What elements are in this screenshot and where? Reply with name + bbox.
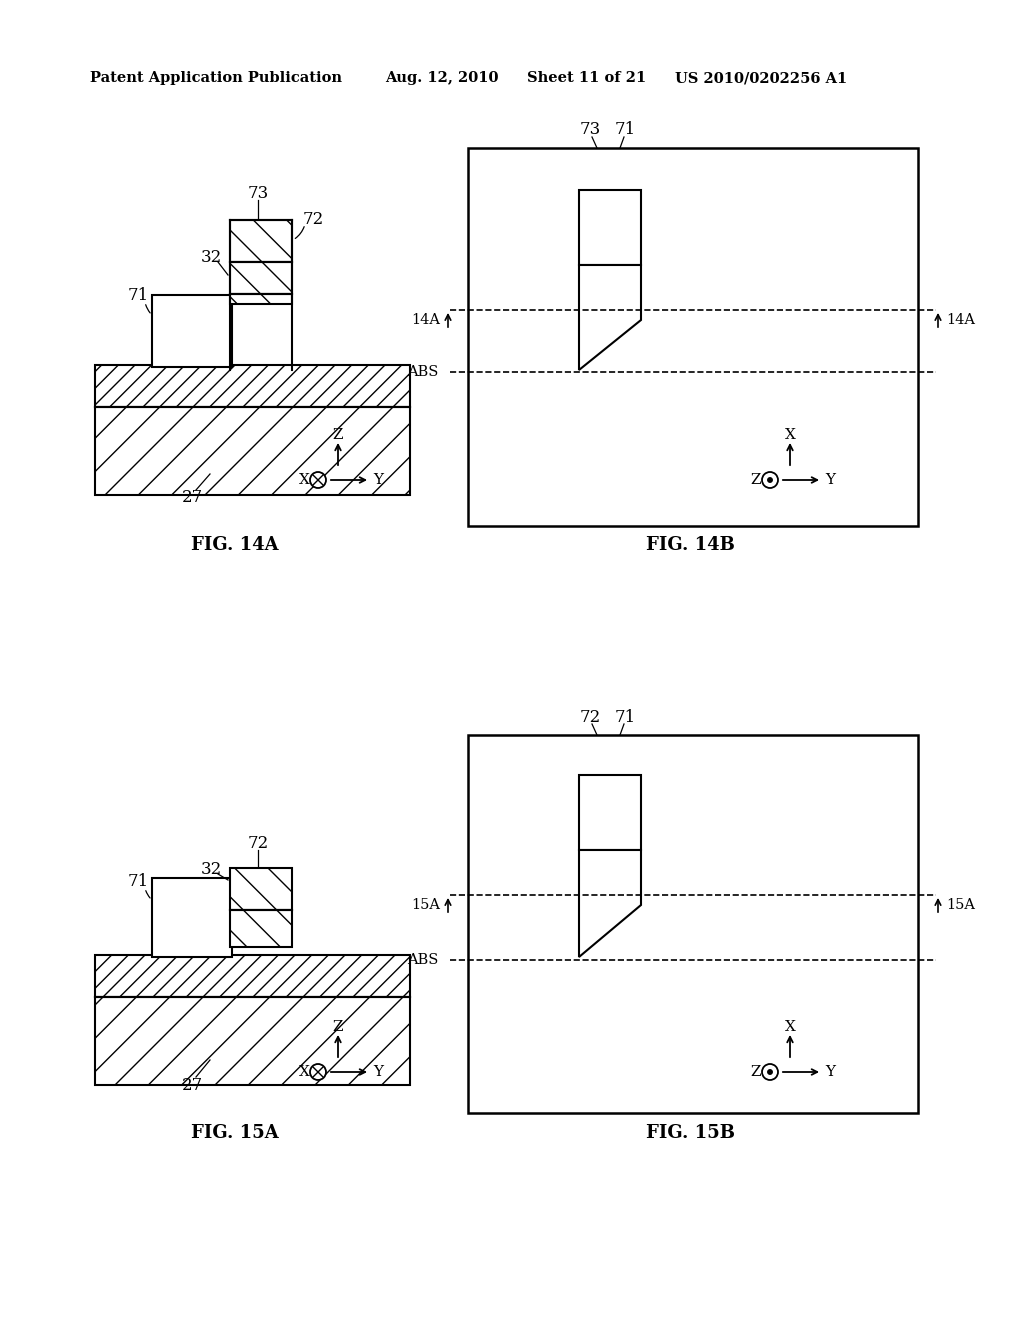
- Bar: [579, 775, 641, 850]
- Bar: [230, 220, 292, 261]
- Text: Aug. 12, 2010: Aug. 12, 2010: [385, 71, 499, 84]
- Text: FIG. 15B: FIG. 15B: [645, 1125, 734, 1142]
- Text: X: X: [299, 473, 309, 487]
- Bar: [152, 878, 232, 957]
- Text: 71: 71: [614, 709, 636, 726]
- Text: X: X: [299, 1065, 309, 1078]
- Text: 72: 72: [580, 709, 601, 726]
- Text: FIG. 14A: FIG. 14A: [191, 536, 279, 554]
- Text: Y: Y: [825, 473, 835, 487]
- Text: FIG. 14B: FIG. 14B: [645, 536, 734, 554]
- Polygon shape: [579, 850, 641, 957]
- Text: ABS: ABS: [407, 953, 438, 968]
- Text: Sheet 11 of 21: Sheet 11 of 21: [527, 71, 646, 84]
- Bar: [230, 261, 292, 294]
- Text: 32: 32: [201, 862, 221, 879]
- Bar: [95, 997, 410, 1085]
- Text: Y: Y: [373, 473, 383, 487]
- Text: 32: 32: [201, 249, 221, 267]
- Bar: [95, 407, 410, 495]
- Text: 15A: 15A: [946, 898, 975, 912]
- Text: Y: Y: [373, 1065, 383, 1078]
- Text: FIG. 15A: FIG. 15A: [191, 1125, 279, 1142]
- Text: Z: Z: [333, 428, 343, 442]
- Circle shape: [762, 473, 778, 488]
- Text: 72: 72: [248, 834, 268, 851]
- Bar: [95, 954, 410, 997]
- Bar: [95, 366, 410, 407]
- Text: 27: 27: [181, 490, 203, 507]
- Text: 72: 72: [302, 211, 324, 228]
- Bar: [152, 294, 232, 367]
- Text: 15A: 15A: [411, 898, 440, 912]
- Text: X: X: [784, 1020, 796, 1034]
- Text: 71: 71: [614, 121, 636, 139]
- Bar: [579, 190, 641, 265]
- Text: 71: 71: [127, 286, 148, 304]
- Circle shape: [768, 478, 772, 482]
- Bar: [468, 735, 918, 1113]
- Text: 71: 71: [127, 874, 148, 891]
- Text: Patent Application Publication: Patent Application Publication: [90, 71, 342, 84]
- Circle shape: [762, 1064, 778, 1080]
- Polygon shape: [579, 265, 641, 370]
- Text: Z: Z: [751, 1065, 761, 1078]
- Circle shape: [310, 473, 326, 488]
- Circle shape: [310, 1064, 326, 1080]
- Bar: [230, 909, 292, 946]
- Text: US 2010/0202256 A1: US 2010/0202256 A1: [675, 71, 847, 84]
- Text: 14A: 14A: [411, 313, 440, 327]
- Text: 73: 73: [580, 121, 601, 139]
- Text: 73: 73: [248, 185, 268, 202]
- Bar: [468, 148, 918, 525]
- Text: Z: Z: [751, 473, 761, 487]
- Text: ABS: ABS: [407, 366, 438, 379]
- Text: X: X: [784, 428, 796, 442]
- Circle shape: [768, 1069, 772, 1074]
- Text: 14A: 14A: [946, 313, 975, 327]
- Text: 27: 27: [181, 1077, 203, 1093]
- Bar: [230, 869, 292, 909]
- Text: Z: Z: [333, 1020, 343, 1034]
- Text: Y: Y: [825, 1065, 835, 1078]
- Bar: [230, 294, 292, 304]
